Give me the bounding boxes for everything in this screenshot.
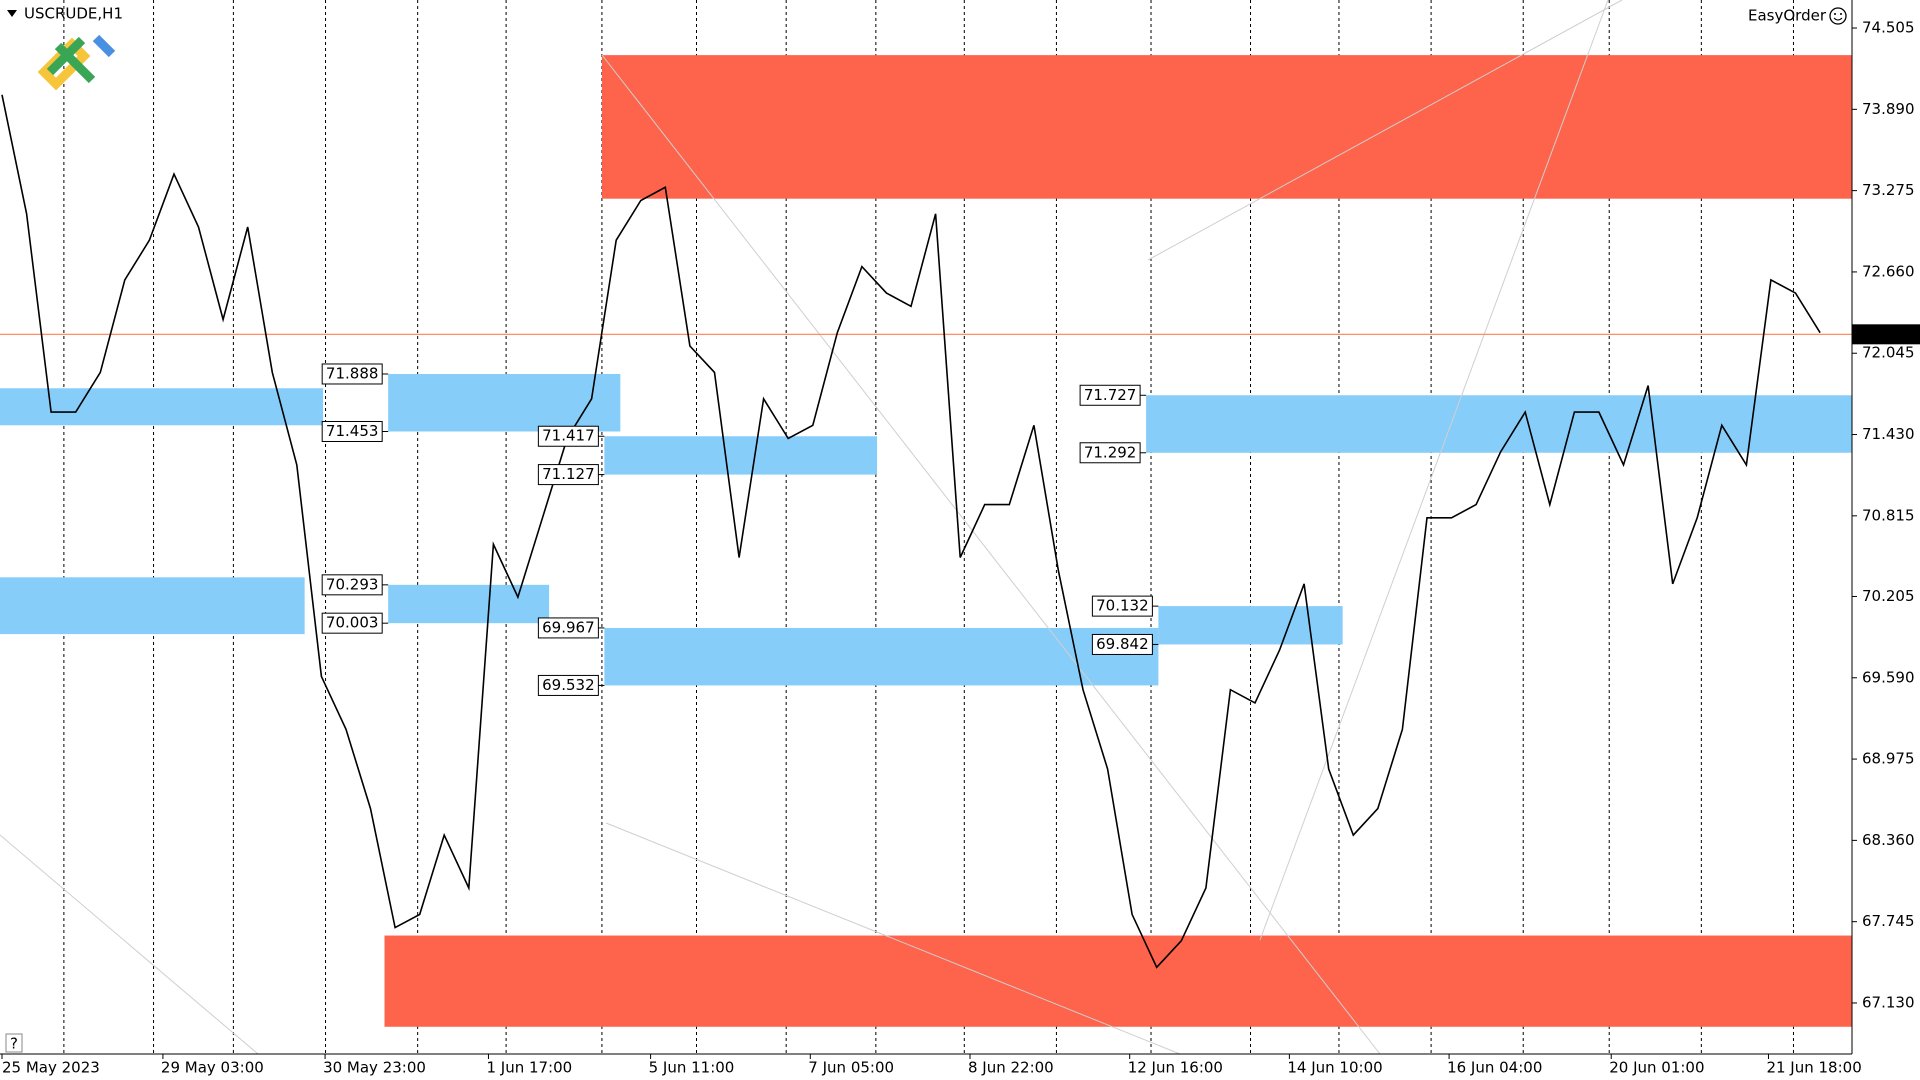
smiley-mouth [1833, 17, 1843, 21]
zone-price-label: 69.532 [542, 676, 595, 694]
easyorder-button[interactable]: EasyOrder [1748, 7, 1827, 25]
smiley-icon [1829, 7, 1847, 25]
y-tick-label: 72.045 [1862, 344, 1915, 362]
label-layer: 71.888 71.453 71.417 71.127 70.293 70.003 69.9… [321, 363, 1159, 696]
zone-price-label: 71.127 [542, 465, 595, 483]
trend-line [601, 54, 1381, 1055]
y-tick-label: 71.430 [1862, 425, 1915, 443]
trend-line [1147, 0, 1623, 261]
y-tick-label: 70.205 [1862, 587, 1915, 605]
zone [0, 577, 305, 635]
zone [1146, 395, 1852, 453]
logo-green [46, 36, 96, 84]
zone-price-label: 71.453 [326, 422, 379, 440]
x-tick-label: 30 May 23:00 [323, 1059, 426, 1077]
x-tick-label: 8 Jun 22:00 [968, 1059, 1054, 1077]
symbol-title: USCRUDE,H1 [24, 5, 123, 23]
price-line [1, 94, 1821, 969]
trend-line [605, 822, 1181, 1055]
smiley-face [1829, 7, 1847, 25]
zone [0, 388, 324, 426]
logo [37, 34, 116, 91]
trend-line [0, 834, 259, 1055]
x-tick-label: 1 Jun 17:00 [486, 1059, 572, 1077]
symbol-menu-arrow[interactable] [7, 10, 17, 17]
y-tick-label: 70.815 [1862, 506, 1915, 524]
y-tick-label: 69.590 [1862, 668, 1915, 686]
smiley-eye [1834, 13, 1836, 15]
y-tick-label: 68.360 [1862, 831, 1915, 849]
zone [388, 373, 621, 432]
x-tick-label: 14 Jun 10:00 [1287, 1059, 1382, 1077]
zone [604, 436, 878, 475]
zone-price-label: 71.417 [542, 427, 595, 445]
zone [604, 627, 1159, 686]
trend-line [1259, 0, 1609, 941]
zone-price-label: 69.967 [542, 618, 595, 636]
zone-price-label: 70.293 [326, 575, 379, 593]
zone [601, 55, 1852, 199]
x-tick-label: 29 May 03:00 [161, 1059, 264, 1077]
trend-lines [0, 0, 1623, 1055]
x-tick-label: 12 Jun 16:00 [1128, 1059, 1223, 1077]
zone-price-label: 71.888 [326, 364, 379, 382]
zone-price-label: 70.003 [326, 614, 379, 632]
y-tick-label: 73.275 [1862, 181, 1915, 199]
help-label: ? [10, 1035, 18, 1053]
x-tick-label: 20 Jun 01:00 [1609, 1059, 1704, 1077]
y-tick-label: 67.745 [1862, 912, 1915, 930]
zone-price-label: 70.132 [1096, 597, 1149, 615]
zone-price-label: 69.842 [1096, 635, 1149, 653]
last-price-label: 72.188 [1862, 325, 1915, 343]
y-tick-label: 72.660 [1862, 262, 1915, 280]
zone-price-label: 71.292 [1084, 443, 1137, 461]
last-price-tag [1852, 324, 1920, 345]
x-tick-label: 5 Jun 11:00 [649, 1059, 735, 1077]
zone [388, 584, 550, 624]
x-tick-label: 21 Jun 18:00 [1766, 1059, 1861, 1077]
zone [384, 935, 1853, 1027]
zone [1158, 606, 1343, 645]
y-tick-label: 68.975 [1862, 750, 1915, 768]
x-tick-label: 25 May 2023 [2, 1059, 100, 1077]
y-tick-label: 67.130 [1862, 993, 1915, 1011]
series-layer [0, 94, 1852, 969]
zone-layer [0, 55, 1853, 1027]
logo-blue [92, 34, 116, 58]
x-tick-label: 16 Jun 04:00 [1447, 1059, 1542, 1077]
y-tick-label: 74.505 [1862, 19, 1915, 37]
zone-price-label: 71.727 [1084, 386, 1137, 404]
x-tick-label: 7 Jun 05:00 [808, 1059, 894, 1077]
smiley-eye [1840, 13, 1842, 15]
help-button[interactable] [5, 1033, 23, 1053]
y-tick-label: 73.890 [1862, 100, 1915, 118]
